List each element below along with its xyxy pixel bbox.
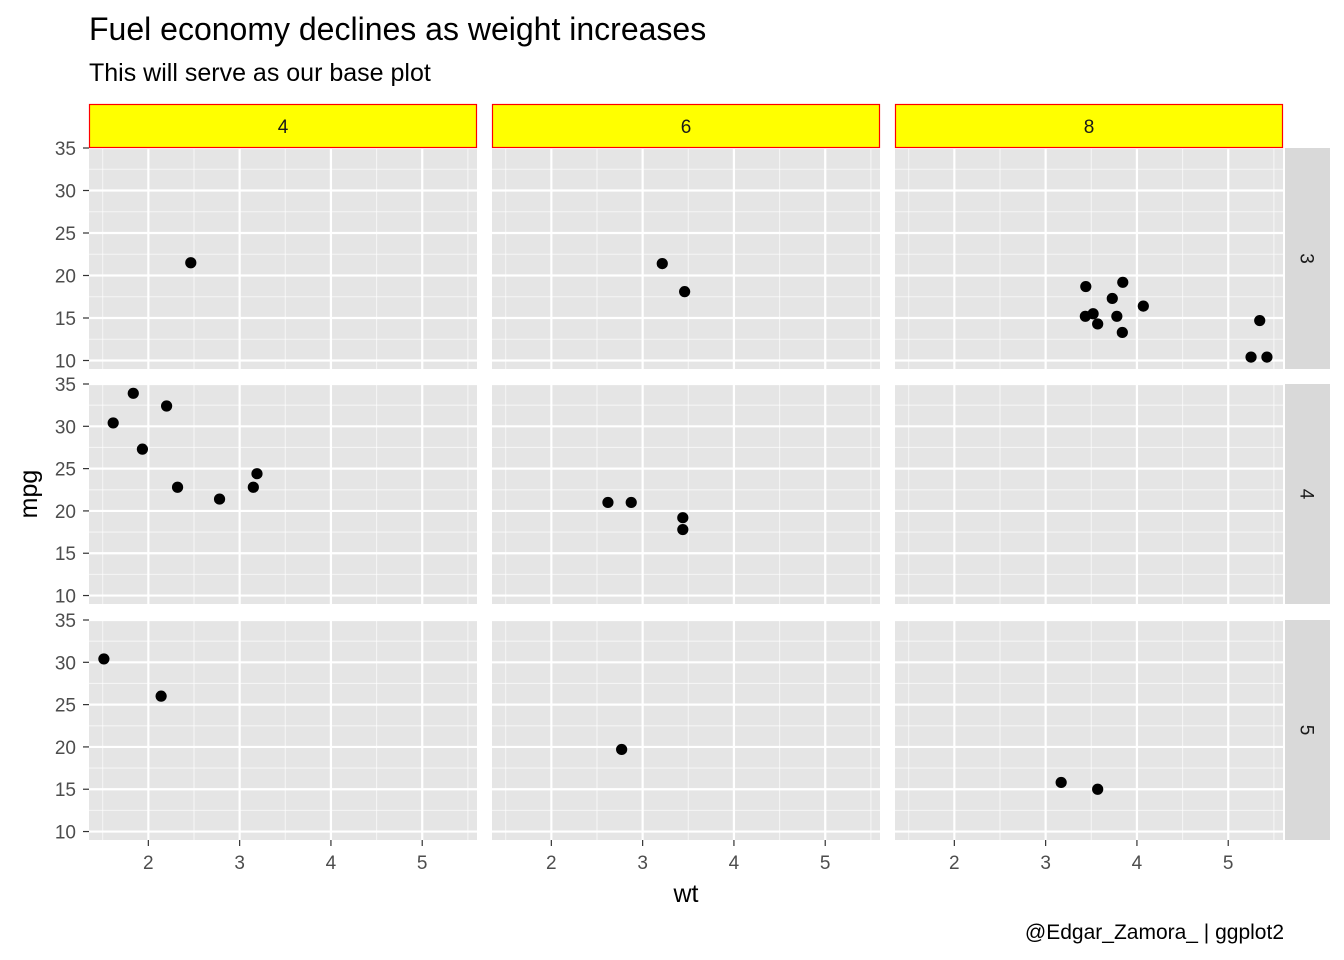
chart-title: Fuel economy declines as weight increase… (89, 11, 707, 47)
x-tick-label: 4 (1132, 853, 1143, 874)
y-tick-label: 25 (55, 460, 76, 481)
facet-strip-row-label: 5 (1296, 725, 1317, 736)
panel-background (89, 620, 477, 840)
data-point (1116, 326, 1128, 339)
data-point (171, 481, 184, 493)
y-tick-label: 35 (55, 611, 76, 632)
y-tick-label: 10 (55, 352, 76, 373)
facet-strip-col-label: 6 (681, 117, 692, 138)
facet-strip-row-4 (1285, 384, 1330, 604)
data-point (1092, 783, 1104, 795)
x-tick-label: 5 (417, 853, 428, 874)
data-point (161, 400, 173, 412)
facet-strip-col-6 (491, 103, 881, 149)
data-point (1245, 351, 1257, 363)
data-point (602, 496, 614, 509)
data-point (107, 417, 119, 429)
facet-strip-row-label: 4 (1296, 489, 1317, 500)
x-tick-label: 2 (143, 853, 154, 874)
data-point (679, 286, 691, 298)
x-tick-label: 5 (820, 853, 831, 874)
y-tick-label: 20 (55, 738, 76, 759)
data-point (1261, 351, 1273, 363)
chart-caption: @Edgar_Zamora_ | ggplot2 (1024, 921, 1284, 944)
panel-background (895, 620, 1283, 840)
panel-background (492, 384, 880, 604)
x-tick-label: 3 (234, 853, 245, 874)
data-point (625, 496, 637, 509)
x-tick-label: 5 (1223, 853, 1234, 874)
data-point (656, 258, 668, 270)
y-tick-label: 20 (55, 502, 76, 523)
data-point (616, 743, 628, 756)
facet-strip-col-4 (88, 103, 478, 149)
x-tick-label: 4 (729, 853, 740, 874)
y-tick-label: 30 (55, 653, 76, 674)
data-point (1117, 276, 1129, 288)
y-tick-label: 15 (55, 309, 76, 330)
data-point (251, 468, 263, 480)
y-tick-label: 35 (55, 375, 76, 396)
data-point (1137, 300, 1149, 312)
data-point (1106, 292, 1118, 305)
data-point (1092, 318, 1104, 330)
data-point (677, 523, 689, 536)
facet-strip-col-8 (894, 103, 1284, 149)
x-tick-label: 4 (326, 853, 337, 874)
data-point (185, 257, 197, 269)
y-tick-label: 15 (55, 544, 76, 565)
x-tick-label: 3 (1040, 853, 1051, 874)
data-point (247, 481, 259, 493)
facet-strip-row-label: 3 (1296, 253, 1317, 264)
x-tick-label: 2 (949, 853, 960, 874)
data-point (1079, 310, 1091, 322)
y-axis-title: mpg (15, 470, 43, 519)
panel-background (89, 148, 477, 369)
y-tick-label: 25 (55, 696, 76, 717)
facet-strip-row-3 (1285, 148, 1330, 369)
data-point (1055, 776, 1067, 789)
chart-subtitle: This will serve as our base plot (89, 59, 431, 87)
data-point (213, 493, 226, 505)
facet-strip-col-label: 8 (1084, 117, 1095, 138)
panel-background (895, 384, 1283, 604)
y-tick-label: 25 (55, 224, 76, 245)
panel-background (492, 620, 880, 840)
y-tick-label: 10 (55, 823, 76, 844)
y-tick-label: 10 (55, 587, 76, 608)
panel-background (492, 148, 880, 369)
facet-strip-row-5 (1285, 620, 1330, 840)
data-point (677, 512, 689, 524)
data-point (1080, 280, 1092, 293)
x-tick-label: 3 (637, 853, 648, 874)
facet-strip-col-label: 4 (278, 117, 289, 138)
y-tick-label: 30 (55, 417, 76, 438)
panel-background (895, 148, 1283, 369)
data-point (155, 690, 167, 702)
data-point (136, 443, 149, 455)
y-tick-label: 15 (55, 780, 76, 801)
data-point (1254, 314, 1266, 327)
panel-background (89, 384, 477, 604)
x-tick-label: 2 (546, 853, 557, 874)
y-tick-label: 35 (55, 139, 76, 160)
data-point (1111, 310, 1123, 322)
y-tick-label: 30 (55, 182, 76, 203)
x-axis-title: wt (673, 880, 699, 908)
y-tick-label: 20 (55, 267, 76, 288)
data-point (98, 653, 110, 665)
data-point (127, 387, 139, 399)
